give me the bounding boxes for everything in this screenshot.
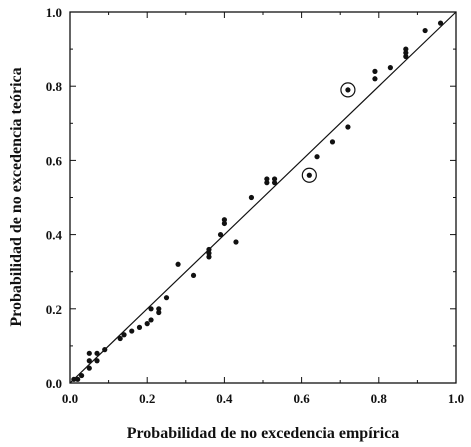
- data-point: [345, 124, 351, 130]
- data-point: [403, 46, 409, 52]
- data-point: [86, 365, 92, 371]
- data-point: [75, 376, 81, 382]
- data-point: [233, 239, 239, 245]
- x-tick-label: 1.0: [448, 391, 464, 406]
- data-point: [86, 350, 92, 356]
- highlight-ring: [340, 82, 356, 98]
- data-point: [78, 372, 85, 379]
- data-point: [403, 50, 409, 56]
- data-point: [206, 246, 212, 253]
- data-point: [121, 332, 127, 338]
- data-point: [190, 272, 197, 279]
- y-tick-label: 0.4: [46, 228, 63, 243]
- data-point: [422, 27, 428, 34]
- data-point: [117, 335, 123, 342]
- y-tick-label: 1.0: [46, 5, 62, 20]
- data-point: [314, 154, 320, 160]
- data-point: [206, 250, 212, 256]
- data-point: [306, 172, 312, 178]
- data-point: [372, 76, 378, 82]
- data-point: [271, 180, 278, 186]
- x-tick-label: 0.8: [371, 391, 388, 406]
- data-point: [387, 65, 393, 71]
- data-point: [264, 176, 270, 182]
- x-tick-label: 0.0: [62, 391, 78, 406]
- y-tick-label: 0.8: [46, 79, 63, 94]
- data-point: [156, 309, 162, 316]
- y-tick-label: 0.2: [46, 302, 62, 317]
- data-point: [144, 321, 150, 327]
- reference-line: [69, 11, 457, 384]
- data-point: [94, 358, 100, 364]
- data-point: [71, 376, 77, 382]
- x-tick-label: 0.2: [139, 391, 155, 406]
- data-point: [102, 347, 108, 353]
- data-point: [136, 324, 143, 330]
- y-tick-label: 0.0: [46, 376, 62, 391]
- data-point: [206, 254, 212, 260]
- data-point: [437, 20, 444, 26]
- x-tick-label: 0.6: [293, 391, 310, 406]
- data-point: [221, 217, 227, 223]
- data-point: [86, 358, 92, 364]
- y-tick-label: 0.6: [46, 153, 63, 168]
- data-point: [129, 328, 135, 334]
- x-axis-label: Probabilidad de no excedencia empírica: [127, 425, 400, 442]
- data-point: [221, 220, 227, 227]
- data-point: [148, 317, 154, 323]
- highlight-ring: [301, 167, 317, 183]
- data-point: [217, 232, 224, 238]
- data-point: [148, 306, 154, 312]
- x-tick-label: 0.4: [216, 391, 233, 406]
- data-point: [248, 194, 255, 201]
- data-point: [175, 261, 181, 267]
- data-point: [372, 68, 378, 74]
- data-point: [403, 53, 409, 60]
- data-point: [345, 87, 351, 93]
- data-point: [264, 180, 270, 186]
- data-point: [94, 350, 100, 356]
- data-point: [163, 295, 170, 301]
- data-point: [271, 176, 278, 182]
- data-point: [329, 139, 336, 145]
- y-axis-label: Probabilidad de no excedencia teórica: [8, 67, 25, 326]
- data-point: [156, 306, 162, 312]
